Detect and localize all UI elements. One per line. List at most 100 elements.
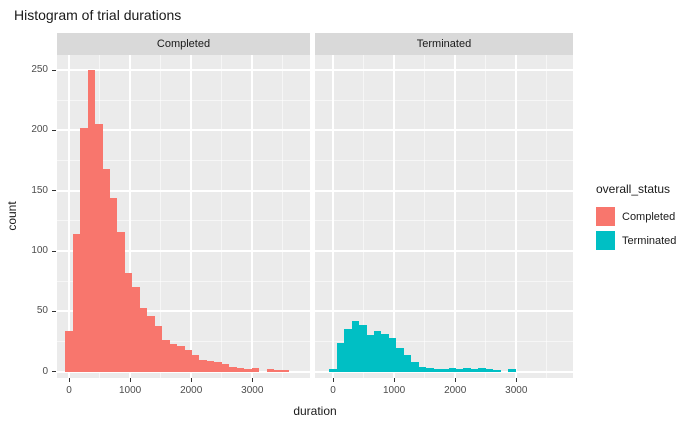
histogram-bar [366, 335, 374, 372]
gridline-minor-vertical [221, 55, 223, 378]
x-tick-mark [454, 378, 456, 382]
gridline-minor-vertical [282, 55, 284, 378]
histogram-bar [236, 368, 245, 372]
legend: overall_status Completed Terminated [596, 182, 676, 255]
gridline-minor-horizontal [315, 341, 573, 343]
histogram-bar [478, 368, 486, 372]
gridline-major-vertical [68, 55, 70, 378]
gridline-major-horizontal [315, 250, 573, 253]
gridline-minor-vertical [546, 55, 548, 378]
histogram-bar [441, 369, 449, 372]
gridline-major-horizontal [315, 310, 573, 313]
y-tick-mark [52, 190, 56, 192]
legend-item-terminated: Terminated [596, 231, 676, 250]
histogram-bar [485, 369, 494, 372]
legend-label-completed: Completed [622, 210, 676, 223]
y-tick-mark [52, 371, 56, 373]
gridline-minor-horizontal [315, 280, 573, 282]
gridline-minor-vertical [160, 55, 162, 378]
gridline-minor-horizontal [315, 220, 573, 222]
y-tick-mark [52, 310, 56, 312]
histogram-bar [214, 362, 222, 372]
facet-panel-terminated: Terminated 0 1000 2000 3000 [315, 33, 573, 413]
x-tick-mark [129, 378, 131, 382]
histogram-bar [418, 366, 427, 372]
x-tick-label: 0 [66, 385, 72, 396]
histogram-bar [411, 362, 419, 372]
gridline-major-horizontal [57, 129, 310, 132]
histogram-bar [381, 334, 389, 372]
gridline-major-vertical [251, 55, 254, 378]
histogram-bar [177, 346, 185, 372]
gridline-minor-horizontal [57, 99, 310, 101]
histogram-bar [344, 329, 352, 372]
gridline-major-vertical [129, 55, 132, 378]
legend-label-terminated: Terminated [622, 234, 677, 247]
histogram-bar [229, 366, 237, 372]
gridline-major-horizontal [57, 310, 310, 313]
x-tick-label: 1000 [118, 385, 142, 396]
x-tick-mark [515, 378, 517, 382]
histogram-bar [266, 369, 274, 372]
gridline-major-horizontal [57, 69, 310, 71]
gridline-minor-vertical [424, 55, 426, 378]
legend-key-completed-swatch [596, 207, 615, 226]
legend-item-completed: Completed [596, 207, 676, 226]
histogram-bar [281, 370, 289, 372]
histogram-bar [463, 368, 471, 372]
histogram-bar [117, 231, 125, 372]
histogram-bar [199, 359, 207, 372]
histogram-bar [336, 342, 345, 372]
x-tick-label: 2000 [180, 385, 203, 396]
histogram-bar [72, 234, 81, 372]
histogram-bar [162, 340, 170, 372]
gridline-major-horizontal [57, 250, 310, 253]
histogram-bar [273, 370, 282, 372]
gridline-major-horizontal [315, 69, 573, 71]
y-tick-label: 200 [31, 124, 48, 136]
histogram-bar [124, 272, 133, 372]
legend-key-terminated-swatch [596, 231, 615, 250]
y-tick-label: 100 [31, 245, 48, 257]
histogram-bar [132, 287, 140, 372]
x-tick-label: 2000 [444, 385, 467, 396]
histogram-bar [426, 368, 434, 372]
gridline-major-horizontal [315, 189, 573, 192]
gridline-minor-horizontal [315, 99, 573, 101]
x-tick-mark [68, 378, 70, 382]
histogram-bar [396, 347, 404, 372]
x-tick-label: 3000 [505, 385, 528, 396]
x-tick-label: 0 [330, 385, 336, 396]
gridline-major-horizontal [57, 370, 310, 373]
x-tick-mark [332, 378, 334, 382]
gridline-minor-vertical [363, 55, 365, 378]
chart-title: Histogram of trial durations [14, 7, 182, 23]
histogram-bar [251, 368, 260, 372]
facet-panel-completed: Completed 0 1000 2000 3000 [57, 33, 310, 413]
x-tick-mark [251, 378, 253, 382]
gridline-major-horizontal [315, 129, 573, 132]
histogram-bar [373, 330, 382, 372]
gridline-minor-horizontal [57, 280, 310, 282]
histogram-bar [147, 316, 155, 372]
y-tick-label: 150 [31, 184, 48, 196]
x-tick-mark [393, 378, 395, 382]
gridline-major-vertical [454, 55, 457, 378]
y-tick-mark [52, 250, 56, 252]
histogram-bar [184, 349, 192, 372]
facet-strip-completed: Completed [57, 33, 310, 55]
histogram-bar [80, 127, 88, 372]
histogram-bar [139, 307, 148, 372]
histogram-bar [95, 124, 103, 372]
histogram-bar [206, 360, 215, 372]
y-tick-label: 0 [42, 365, 48, 377]
gridline-minor-vertical [485, 55, 487, 378]
x-tick-label: 1000 [382, 385, 406, 396]
gridline-minor-horizontal [315, 160, 573, 161]
histogram-bar [109, 197, 118, 372]
y-tick-label: 250 [31, 64, 48, 75]
histogram-bar [433, 369, 442, 372]
histogram-bar [470, 369, 479, 372]
histogram-bar [455, 369, 464, 372]
